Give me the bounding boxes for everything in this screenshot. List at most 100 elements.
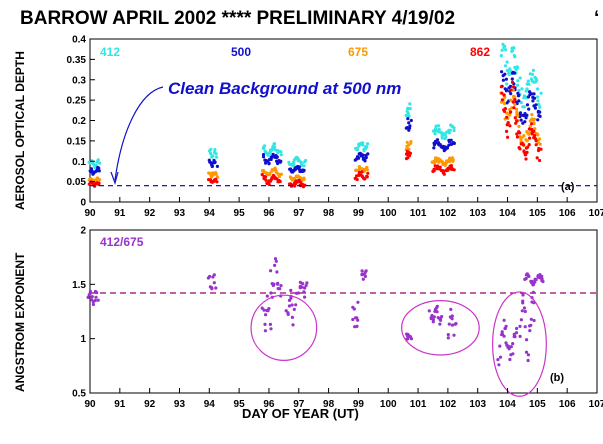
aod-point-412 <box>499 54 503 58</box>
aod-point-862 <box>513 98 517 102</box>
angstrom-x-tick-label: 106 <box>559 399 576 410</box>
aod-point-412 <box>408 107 412 111</box>
aod-point-412 <box>300 162 304 166</box>
angstrom-point-412-675 <box>540 274 544 278</box>
angstrom-point-412-675 <box>364 269 368 273</box>
aod-point-862 <box>500 98 504 102</box>
aod-point-862 <box>521 143 526 147</box>
aod-x-ticks: 90 91 92 93 94 95 96 97 98 99 100 101 102 103 104 105 10… <box>84 197 603 219</box>
angstrom-x-tick-label: 93 <box>174 399 186 410</box>
aod-point-412 <box>522 105 527 109</box>
aod-point-675 <box>522 134 526 138</box>
angstrom-point-412-675 <box>212 281 216 285</box>
aod-point-500 <box>528 90 532 94</box>
angstrom-point-412-675 <box>208 274 212 279</box>
angstrom-x-tick-label: 96 <box>263 399 275 410</box>
angstrom-point-412-675 <box>533 280 537 284</box>
aod-point-412 <box>516 79 520 83</box>
panel-b-label: (b) <box>550 372 564 384</box>
angstrom-point-412-675 <box>435 310 439 314</box>
angstrom-point-412-675 <box>273 263 277 267</box>
angstrom-point-412-675 <box>507 347 511 351</box>
aod-point-412 <box>406 111 410 115</box>
aod-y-tick-label: 0.05 <box>67 177 87 188</box>
angstrom-point-412-675 <box>290 303 294 307</box>
aod-point-862 <box>264 175 268 179</box>
angstrom-point-412-675 <box>409 337 414 341</box>
aod-point-862 <box>446 168 450 172</box>
aod-point-675 <box>527 131 532 135</box>
aod-point-675 <box>270 168 274 172</box>
angstrom-x-tick-label: 103 <box>469 399 486 410</box>
aod-point-862 <box>442 172 446 176</box>
aod-point-675 <box>98 178 102 182</box>
aod-point-500 <box>510 77 514 81</box>
angstrom-point-412-675 <box>518 334 522 338</box>
angstrom-point-412-675 <box>214 286 218 290</box>
aod-point-862 <box>505 115 509 119</box>
aod-point-412 <box>520 87 524 91</box>
aod-point-412 <box>440 136 444 140</box>
angstrom-point-412-675 <box>438 322 442 326</box>
aod-point-862 <box>449 164 453 168</box>
aod-point-412 <box>292 163 296 167</box>
aod-point-675 <box>525 139 529 143</box>
angstrom-point-412-675 <box>269 327 273 331</box>
aod-point-862 <box>270 177 274 181</box>
angstrom-point-412-675 <box>531 282 536 287</box>
angstrom-point-412-675 <box>271 283 275 288</box>
aod-x-tick-label: 101 <box>410 208 427 219</box>
aod-point-675 <box>513 102 517 106</box>
angstrom-point-412-675 <box>520 309 524 313</box>
aod-point-500 <box>407 121 411 125</box>
aod-point-412 <box>304 158 308 163</box>
angstrom-point-412-675 <box>267 307 271 311</box>
angstrom-point-412-675 <box>351 317 355 322</box>
highlight-ellipse <box>492 291 547 397</box>
aod-point-500 <box>503 72 507 76</box>
aod-x-tick-label: 107 <box>589 208 603 219</box>
angstrom-point-412-675 <box>289 288 293 292</box>
panel-a-label: (a) <box>561 181 575 193</box>
aod-point-675 <box>365 165 369 169</box>
aod-point-500 <box>363 159 367 163</box>
aod-point-412 <box>355 146 359 151</box>
angstrom-point-412-675 <box>300 285 304 289</box>
angstrom-x-ticks: 90 91 92 93 94 95 96 97 98 99 100 101 102 103 104 105 10… <box>84 388 603 410</box>
angstrom-point-412-675 <box>292 307 296 311</box>
aod-point-862 <box>522 150 526 154</box>
aod-point-412 <box>98 161 102 165</box>
aod-point-412 <box>408 102 412 106</box>
angstrom-x-tick-label: 107 <box>589 399 603 410</box>
aod-point-862 <box>511 100 515 104</box>
angstrom-point-412-675 <box>450 314 454 318</box>
angstrom-x-tick-label: 104 <box>499 399 516 410</box>
aod-x-tick-label: 104 <box>499 208 516 219</box>
angstrom-x-tick-label: 91 <box>114 399 126 410</box>
aod-point-862 <box>506 135 510 139</box>
aod-point-500 <box>357 156 361 160</box>
angstrom-point-412-675 <box>269 269 273 273</box>
aod-point-675 <box>358 165 362 169</box>
angstrom-point-412-675 <box>449 307 453 311</box>
aod-point-412 <box>516 83 520 87</box>
aod-point-862 <box>530 127 534 131</box>
aod-point-412 <box>505 82 509 86</box>
aod-point-862 <box>268 179 272 183</box>
aod-x-tick-label: 102 <box>440 208 457 219</box>
angstrom-point-412-675 <box>526 358 530 363</box>
legend-675: 675 <box>348 45 368 59</box>
aod-point-500 <box>261 155 266 159</box>
angstrom-point-412-675 <box>94 295 98 299</box>
aod-points <box>87 42 543 189</box>
angstrom-point-412-675 <box>268 322 272 326</box>
aod-point-675 <box>214 172 218 176</box>
angstrom-point-412-675 <box>524 350 529 354</box>
angstrom-point-412-675 <box>286 312 290 316</box>
aod-point-862 <box>532 129 536 133</box>
angstrom-point-412-675 <box>523 325 527 329</box>
aod-point-675 <box>536 133 540 137</box>
aod-point-412 <box>436 124 441 128</box>
